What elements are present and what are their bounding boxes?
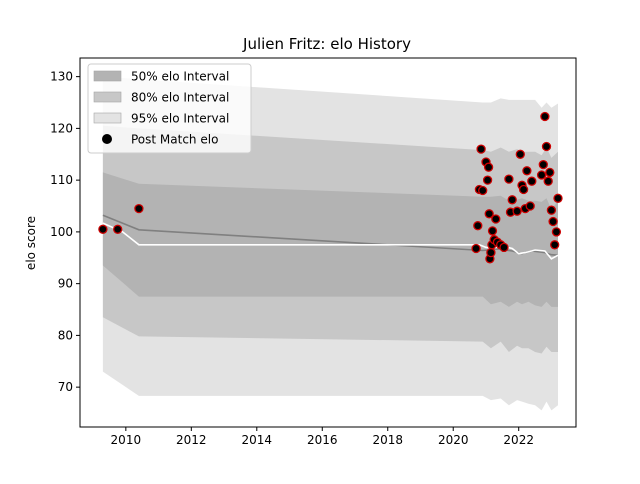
y-axis-ticks: 70 80 90 100 110 120 130 — [50, 70, 80, 394]
legend-label: 50% elo Interval — [131, 70, 229, 84]
chart-title: Julien Fritz: elo History — [242, 35, 411, 53]
post-match-elo-point — [545, 167, 555, 178]
y-tick-label: 130 — [50, 70, 73, 84]
post-match-elo-point — [499, 242, 509, 253]
y-tick-label: 120 — [50, 121, 73, 135]
post-match-elo-point — [491, 214, 501, 224]
x-tick-label: 2014 — [242, 433, 273, 447]
y-tick-label: 100 — [50, 225, 73, 239]
post-match-elo-point — [525, 201, 535, 211]
band-50-interval — [102, 172, 559, 307]
legend-label: Post Match elo — [131, 133, 218, 147]
post-match-elo-point — [478, 185, 488, 196]
interval-bands — [102, 76, 559, 411]
plot-area — [98, 76, 563, 411]
post-match-elo-point — [518, 184, 529, 195]
axes-frame — [79, 57, 577, 428]
x-tick-label: 2012 — [176, 433, 207, 447]
legend-swatch-marker — [102, 134, 112, 144]
y-tick-label: 70 — [58, 380, 73, 394]
post-match-elo-point — [527, 176, 537, 186]
post-match-elo-point — [471, 243, 481, 254]
post-match-elo-point — [484, 209, 494, 219]
x-tick-label: 2018 — [372, 433, 403, 447]
legend-label: 95% elo Interval — [131, 112, 229, 126]
post-match-elo-point — [540, 111, 550, 122]
legend-label: 80% elo Interval — [131, 91, 229, 105]
post-match-elo-point — [553, 193, 563, 203]
y-axis-label: elo score — [24, 216, 38, 270]
post-match-elo-point — [113, 224, 123, 234]
post-match-elo-point — [504, 174, 514, 184]
post-match-elo-point — [541, 141, 552, 152]
y-tick-label: 110 — [50, 173, 73, 187]
legend-swatch-band — [93, 112, 122, 124]
post-match-elo-point — [482, 175, 493, 185]
post-match-elo-point — [543, 176, 553, 186]
post-match-elo-point — [546, 205, 557, 215]
post-match-elo-point — [522, 166, 532, 176]
post-match-points — [98, 111, 563, 264]
post-match-elo-point — [515, 149, 525, 159]
post-match-elo-point — [507, 195, 517, 205]
x-tick-label: 2022 — [503, 433, 534, 447]
post-match-elo-point — [536, 170, 547, 180]
post-match-elo-point — [134, 203, 144, 214]
post-match-elo-point — [487, 226, 498, 236]
post-match-elo-point — [512, 206, 522, 216]
post-match-elo-point — [486, 247, 496, 258]
post-match-elo-point — [538, 159, 548, 170]
post-match-elo-point — [473, 221, 483, 231]
post-match-elo-point — [551, 227, 562, 237]
x-axis-ticks: 2010 2012 2014 2016 2018 2020 2022 — [111, 427, 534, 447]
post-match-elo-point — [483, 162, 494, 172]
legend: 50% elo Interval 80% elo Interval 95% elo … — [87, 63, 252, 154]
legend-box — [87, 63, 252, 154]
post-match-elo-point — [550, 240, 560, 250]
x-tick-label: 2016 — [307, 433, 338, 447]
post-match-elo-point — [98, 224, 108, 234]
legend-swatch-band — [93, 70, 122, 82]
legend-swatch-band — [93, 91, 122, 103]
y-tick-label: 90 — [58, 277, 73, 291]
x-tick-label: 2010 — [111, 433, 142, 447]
y-tick-label: 80 — [58, 328, 73, 342]
post-match-elo-point — [476, 144, 486, 154]
post-match-elo-point — [548, 216, 558, 227]
x-tick-label: 2020 — [438, 433, 469, 447]
